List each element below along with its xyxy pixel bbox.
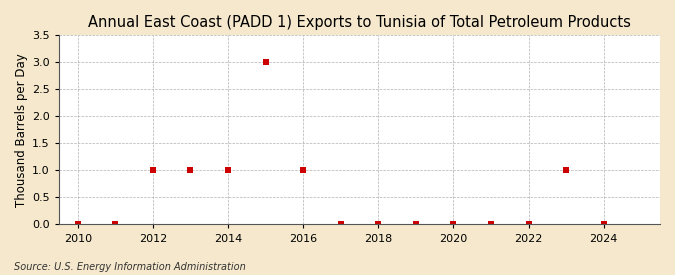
Text: Source: U.S. Energy Information Administration: Source: U.S. Energy Information Administ… xyxy=(14,262,245,272)
Title: Annual East Coast (PADD 1) Exports to Tunisia of Total Petroleum Products: Annual East Coast (PADD 1) Exports to Tu… xyxy=(88,15,631,30)
Y-axis label: Thousand Barrels per Day: Thousand Barrels per Day xyxy=(15,53,28,207)
